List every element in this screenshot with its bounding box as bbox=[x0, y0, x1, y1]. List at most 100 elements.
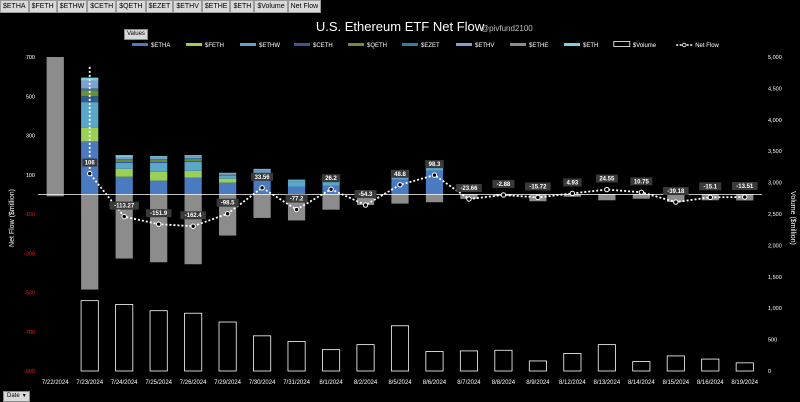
series-tab[interactable]: $ETHW bbox=[56, 0, 88, 13]
legend-swatch bbox=[510, 43, 526, 46]
net-flow-label: -77.2 bbox=[290, 197, 304, 203]
series-tab[interactable]: Net Flow bbox=[287, 0, 322, 13]
y-tick-label: -700 bbox=[24, 330, 35, 336]
x-tick-label: 8/6/2024 bbox=[423, 380, 447, 386]
flow-bar-etha bbox=[219, 182, 237, 195]
y2-axis-label: Volume ($million) bbox=[789, 191, 796, 245]
series-tab[interactable]: $QETH bbox=[116, 0, 146, 13]
net-flow-label: -162.4 bbox=[185, 213, 203, 219]
y-tick-label: 500 bbox=[26, 94, 35, 100]
series-tab[interactable]: $ETH bbox=[230, 0, 255, 13]
flow-bar-etha bbox=[287, 186, 306, 195]
net-flow-point bbox=[742, 194, 748, 200]
legend-item: $EZET bbox=[402, 43, 440, 49]
flow-bar-qeth bbox=[81, 90, 99, 97]
y2-tick-label: 3,000 bbox=[768, 181, 782, 187]
net-flow-label: -15.1 bbox=[703, 184, 717, 190]
net-flow-label: -98.5 bbox=[221, 201, 235, 207]
y2-tick-label: 4,000 bbox=[768, 118, 782, 124]
net-flow-polyline bbox=[88, 66, 745, 228]
y2-axis: 5,000 4,500 4,000 3,500 3,000 2,500 2,000 1,500… bbox=[768, 55, 782, 375]
x-tick-label: 7/23/2024 bbox=[76, 380, 103, 386]
flow-bar-eth bbox=[253, 168, 271, 170]
slicer-tab-bar: $ETHA $FETH $ETHW $CETH $QETH $EZET $ETHV $ETHE… bbox=[0, 0, 322, 13]
flow-bar-ceth bbox=[150, 161, 168, 163]
flow-bar-ethe bbox=[322, 194, 340, 210]
flow-bar-ethw bbox=[219, 175, 237, 179]
x-tick-label: 8/15/2024 bbox=[662, 380, 689, 386]
net-flow-point bbox=[673, 199, 679, 205]
flow-bar-ethv bbox=[253, 169, 271, 171]
series-tab[interactable]: $ETHA bbox=[0, 0, 29, 13]
legend-swatch bbox=[402, 43, 418, 46]
legend-item: Net Flow bbox=[676, 42, 720, 49]
legend-marker bbox=[682, 42, 687, 48]
flow-bar-ceth bbox=[184, 161, 202, 162]
values-field-button[interactable]: Values bbox=[124, 29, 148, 40]
data-label-box bbox=[285, 194, 308, 203]
flow-bar-eth bbox=[184, 155, 202, 157]
net-flow-label: -15.72 bbox=[529, 184, 547, 190]
net-flow-point bbox=[604, 186, 610, 193]
volume-bar bbox=[390, 325, 410, 372]
flow-bar-ethe bbox=[598, 194, 616, 201]
volume-bar bbox=[425, 351, 444, 372]
y-tick-label: 700 bbox=[26, 55, 35, 61]
volume-bar bbox=[322, 349, 341, 372]
flow-bar-qeth bbox=[184, 159, 202, 162]
y2-tick-label: 2,000 bbox=[768, 243, 782, 249]
y2-tick-label: 3,500 bbox=[768, 149, 782, 155]
legend-item: $Volume bbox=[613, 41, 657, 49]
data-label-box bbox=[630, 177, 653, 186]
series-tab[interactable]: $ETHV bbox=[173, 0, 202, 13]
flow-bar-etha bbox=[115, 176, 133, 195]
x-tick-label: 7/22/2024 bbox=[42, 380, 69, 386]
flow-bar-feth bbox=[184, 170, 202, 178]
x-tick-label: 7/30/2024 bbox=[249, 380, 276, 386]
net-flow-point bbox=[259, 185, 265, 191]
data-label-box bbox=[390, 169, 410, 178]
x-tick-label: 8/8/2024 bbox=[492, 380, 516, 386]
legend-label: $ETHV bbox=[475, 43, 494, 49]
flow-bar-ethe bbox=[667, 194, 685, 203]
date-filter-label: Date bbox=[7, 393, 20, 399]
x-tick-label: 8/7/2024 bbox=[457, 380, 481, 386]
x-tick-label: 7/24/2024 bbox=[111, 380, 138, 386]
legend-label: $ETH bbox=[583, 43, 598, 49]
flow-bar-ethe bbox=[425, 194, 444, 203]
net-flow-label: -23.66 bbox=[460, 186, 478, 192]
chart-title: U.S. Ethereum ETF Net Flow bbox=[316, 19, 485, 34]
flow-bar-ethe bbox=[81, 194, 99, 290]
legend-swatch bbox=[240, 43, 256, 46]
net-flow-point bbox=[87, 170, 93, 177]
net-flow-label: -54.3 bbox=[359, 192, 373, 198]
flow-bar-ethe bbox=[184, 194, 202, 265]
volume-bar bbox=[632, 361, 651, 372]
dropdown-arrow-icon: ▾ bbox=[22, 393, 26, 399]
volume-bar bbox=[597, 344, 616, 372]
flow-bar-feth bbox=[81, 127, 99, 142]
y-tick-label: -100 bbox=[24, 212, 35, 218]
y-tick-label: 300 bbox=[26, 134, 35, 140]
series-tab[interactable]: $CETH bbox=[87, 0, 117, 13]
legend-label: $ETHW bbox=[259, 43, 280, 49]
net-flow-point bbox=[328, 186, 334, 192]
flow-bar-qeth bbox=[115, 160, 133, 162]
data-label-box bbox=[180, 211, 206, 220]
chart-subtitle: @pivfund2100 bbox=[481, 24, 533, 33]
flow-bar-feth bbox=[219, 178, 237, 183]
series-tab[interactable]: $FETH bbox=[28, 0, 57, 13]
flow-bar-ethe bbox=[253, 194, 271, 218]
x-axis: 7/22/2024 7/23/2024 7/24/2024 7/25/2024 7/26… bbox=[42, 380, 759, 386]
series-tab[interactable]: $ETHE bbox=[201, 0, 231, 13]
series-tab[interactable]: $EZET bbox=[145, 0, 174, 13]
series-tab[interactable]: $Volume bbox=[254, 0, 288, 13]
flow-bar-ethw bbox=[115, 162, 133, 169]
legend-item: $ETHV bbox=[456, 43, 494, 49]
legend-swatch bbox=[348, 43, 364, 46]
flow-bar-ethv bbox=[219, 173, 237, 175]
data-label-box bbox=[492, 179, 515, 188]
volume-bar bbox=[287, 341, 306, 372]
net-flow-label: -39.18 bbox=[667, 189, 685, 195]
legend-item: $CETH bbox=[294, 43, 333, 49]
